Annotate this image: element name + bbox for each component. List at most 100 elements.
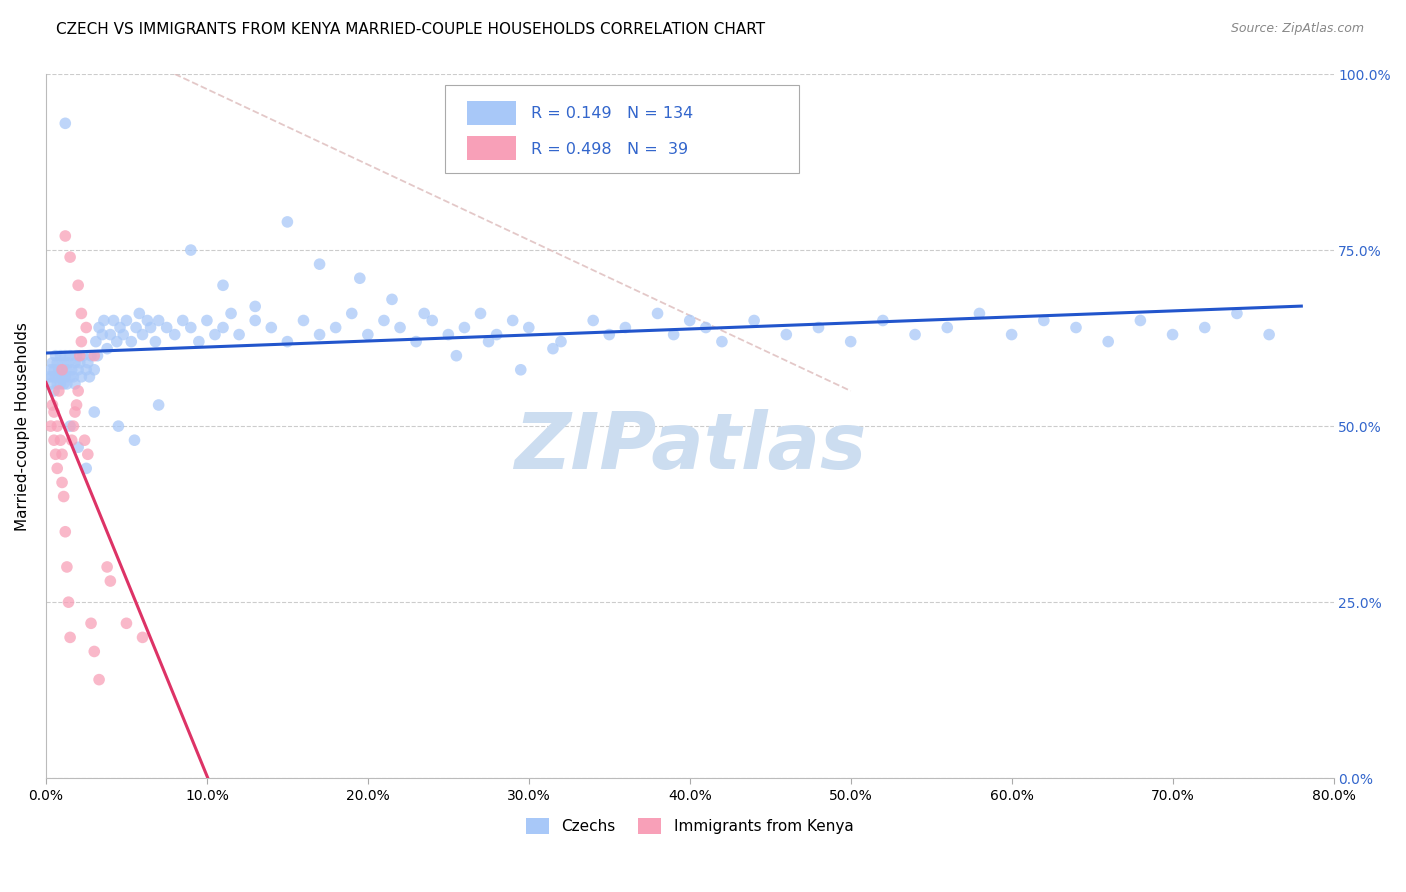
Point <box>872 313 894 327</box>
Point <box>695 320 717 334</box>
Point <box>139 320 162 334</box>
Point <box>45 447 67 461</box>
Point <box>60 363 83 377</box>
Point <box>53 116 76 130</box>
Point <box>49 434 72 448</box>
Point <box>437 327 460 342</box>
Point <box>96 560 118 574</box>
Point <box>67 440 90 454</box>
Point <box>131 631 153 645</box>
Point <box>325 320 347 334</box>
Point <box>39 419 62 434</box>
Point <box>51 369 73 384</box>
Point <box>485 327 508 342</box>
Point <box>48 369 70 384</box>
Point <box>83 363 105 377</box>
Point <box>96 342 118 356</box>
Point <box>1258 327 1281 342</box>
Point <box>936 320 959 334</box>
Point <box>107 419 129 434</box>
Point <box>349 271 371 285</box>
Point <box>148 398 170 412</box>
Point <box>128 306 150 320</box>
Point <box>76 447 98 461</box>
Point <box>67 384 90 398</box>
Point <box>598 327 620 342</box>
Point <box>70 306 93 320</box>
Point <box>308 257 330 271</box>
Point <box>381 293 404 307</box>
Point <box>125 320 148 334</box>
Point <box>53 349 76 363</box>
Point <box>48 363 70 377</box>
Point <box>46 461 69 475</box>
Point <box>49 349 72 363</box>
Point <box>1064 320 1087 334</box>
Point <box>38 369 60 384</box>
Text: Source: ZipAtlas.com: Source: ZipAtlas.com <box>1230 22 1364 36</box>
Point <box>56 560 79 574</box>
Point <box>405 334 427 349</box>
Point <box>145 334 167 349</box>
Point <box>93 313 115 327</box>
Point <box>156 320 179 334</box>
Point <box>1097 334 1119 349</box>
Point <box>292 313 315 327</box>
Point <box>1161 327 1184 342</box>
Point <box>46 419 69 434</box>
Point <box>56 376 79 391</box>
Point <box>80 616 103 631</box>
Point <box>63 356 86 370</box>
Point <box>509 363 531 377</box>
Point <box>103 313 125 327</box>
Point <box>41 356 63 370</box>
Bar <box>467 136 516 160</box>
Point <box>115 616 138 631</box>
Point <box>65 349 87 363</box>
Point <box>52 490 75 504</box>
Point <box>124 434 146 448</box>
Point <box>550 334 572 349</box>
Point <box>56 363 79 377</box>
Point <box>541 342 564 356</box>
Point <box>517 320 540 334</box>
Point <box>1226 306 1249 320</box>
Point <box>83 349 105 363</box>
Point <box>51 363 73 377</box>
Point <box>446 349 468 363</box>
Point <box>87 673 110 687</box>
Text: R = 0.149   N = 134: R = 0.149 N = 134 <box>531 106 693 121</box>
Point <box>245 300 267 314</box>
Point <box>53 229 76 244</box>
Point <box>60 434 83 448</box>
Point <box>87 320 110 334</box>
Point <box>775 327 797 342</box>
Point <box>63 376 86 391</box>
Point <box>413 306 436 320</box>
Point <box>63 405 86 419</box>
Point <box>49 376 72 391</box>
Point <box>52 356 75 370</box>
Point <box>86 349 108 363</box>
FancyBboxPatch shape <box>446 85 799 173</box>
Point <box>42 363 65 377</box>
Point <box>51 447 73 461</box>
Point <box>614 320 637 334</box>
Point <box>72 349 94 363</box>
Point <box>204 327 226 342</box>
Point <box>65 398 87 412</box>
Point <box>83 644 105 658</box>
Point <box>1001 327 1024 342</box>
Point <box>83 405 105 419</box>
Point <box>48 384 70 398</box>
Point <box>373 313 395 327</box>
Point <box>212 278 235 293</box>
Point <box>67 363 90 377</box>
Point <box>51 475 73 490</box>
Point <box>69 349 91 363</box>
Point <box>59 631 82 645</box>
Point <box>389 320 412 334</box>
Point <box>662 327 685 342</box>
Y-axis label: Married-couple Households: Married-couple Households <box>15 322 30 531</box>
Point <box>51 363 73 377</box>
